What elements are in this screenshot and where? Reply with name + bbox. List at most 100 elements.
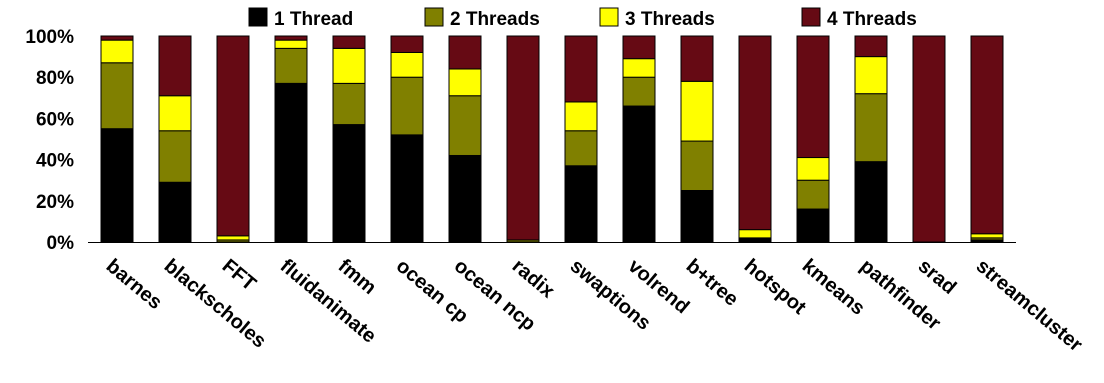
- bar-segment: [332, 35, 366, 49]
- bar-stack-streamcluster: [970, 35, 1004, 243]
- bar-segment: [100, 62, 134, 130]
- bar-segment: [738, 229, 772, 239]
- bar-segment: [738, 35, 772, 231]
- bar-segment: [274, 82, 308, 243]
- x-tick-label: kmeans: [798, 255, 869, 320]
- bar-segment: [274, 39, 308, 49]
- legend-item: 4 Threads: [801, 7, 917, 30]
- legend-swatch: [248, 7, 268, 27]
- bar-segment: [100, 128, 134, 243]
- bar-stack-hotspot: [738, 35, 772, 243]
- y-tick-label: 60%: [36, 109, 74, 130]
- y-tick-label: 0%: [47, 233, 75, 254]
- y-tick-label: 20%: [36, 192, 74, 213]
- bar-segment: [158, 130, 192, 183]
- bar-segment: [216, 35, 250, 237]
- bar-stack-fluidanimate: [274, 35, 308, 243]
- bar-stack-volrend: [622, 35, 656, 243]
- bar-stack-radix: [506, 35, 540, 243]
- x-tick-label: FFT: [218, 255, 260, 295]
- bar-stack-ocean-ncp: [448, 35, 482, 243]
- bar-segment: [158, 35, 192, 97]
- bar-stack-pathfinder: [854, 35, 888, 243]
- bar-segment: [332, 124, 366, 243]
- bar-stack-b-tree: [680, 35, 714, 243]
- bar-segment: [448, 154, 482, 243]
- bar-segment: [680, 80, 714, 142]
- bar-stack-srad: [912, 35, 946, 243]
- bar-stack-fmm: [332, 35, 366, 243]
- bar-stack-swaptions: [564, 35, 598, 243]
- bar-segment: [680, 35, 714, 82]
- bar-segment: [216, 235, 250, 241]
- bar-segment: [854, 93, 888, 163]
- bar-segment: [912, 35, 946, 243]
- x-tick-label: streamcluster: [972, 255, 1087, 356]
- legend-swatch: [599, 7, 619, 27]
- x-tick-label: radix: [508, 255, 559, 303]
- bar-segment: [390, 35, 424, 53]
- bar-segment: [796, 35, 830, 159]
- x-tick-label: srad: [914, 255, 961, 299]
- y-tick-label: 80%: [36, 68, 74, 89]
- bar-segment: [622, 105, 656, 243]
- x-tick-label: barnes: [102, 255, 166, 314]
- bar-segment: [158, 181, 192, 243]
- legend-swatch: [801, 7, 821, 27]
- bar-segment: [622, 76, 656, 107]
- y-tick-label: 100%: [25, 27, 74, 48]
- bar-segment: [680, 190, 714, 243]
- bar-segment: [564, 130, 598, 167]
- bar-segment: [564, 101, 598, 132]
- bar-segment: [100, 35, 134, 41]
- bar-segment: [332, 47, 366, 84]
- bar-segment: [390, 76, 424, 136]
- bar-stack-barnes: [100, 35, 134, 243]
- bars: [100, 35, 1004, 243]
- bar-segment: [622, 58, 656, 78]
- bar-segment: [854, 161, 888, 243]
- bar-segment: [506, 35, 540, 241]
- bar-segment: [796, 157, 830, 181]
- bar-segment: [564, 165, 598, 243]
- bar-stack-fft: [216, 35, 250, 243]
- legend-label: 1 Thread: [274, 9, 353, 30]
- bar-segment: [680, 140, 714, 191]
- x-tick-label: fmm: [334, 255, 380, 299]
- bar-segment: [274, 47, 308, 84]
- bar-segment: [970, 35, 1004, 235]
- legend-swatch: [424, 7, 444, 27]
- bar-segment: [564, 35, 598, 103]
- bar-segment: [448, 68, 482, 97]
- bar-segment: [854, 35, 888, 58]
- bar-segment: [622, 35, 656, 60]
- legend-item: 1 Thread: [248, 7, 353, 30]
- bar-segment: [448, 95, 482, 156]
- bar-segment: [390, 134, 424, 243]
- bar-segment: [158, 95, 192, 132]
- legend: 1 Thread 2 Threads 3 Threads 4 Threads: [248, 7, 917, 30]
- legend-item: 3 Threads: [599, 7, 715, 30]
- bar-segment: [390, 51, 424, 78]
- bar-segment: [332, 82, 366, 126]
- bar-segment: [274, 35, 308, 41]
- legend-label: 3 Threads: [625, 9, 715, 30]
- x-tick-label: hotspot: [740, 255, 811, 319]
- x-tick-label: blackscholes: [160, 255, 270, 353]
- bar-segment: [854, 56, 888, 95]
- legend-label: 4 Threads: [827, 9, 917, 30]
- bar-stack-blackscholes: [158, 35, 192, 243]
- bar-segment: [796, 179, 830, 210]
- bar-stack-ocean-cp: [390, 35, 424, 243]
- bar-segment: [970, 233, 1004, 239]
- legend-label: 2 Threads: [450, 9, 540, 30]
- y-tick-label: 40%: [36, 151, 74, 172]
- bar-segment: [448, 35, 482, 70]
- bar-segment: [796, 208, 830, 243]
- legend-item: 2 Threads: [424, 7, 540, 30]
- bar-segment: [738, 237, 772, 243]
- bar-segment: [100, 39, 134, 64]
- y-axis: 0% 20% 40% 60% 80% 100%: [25, 27, 74, 254]
